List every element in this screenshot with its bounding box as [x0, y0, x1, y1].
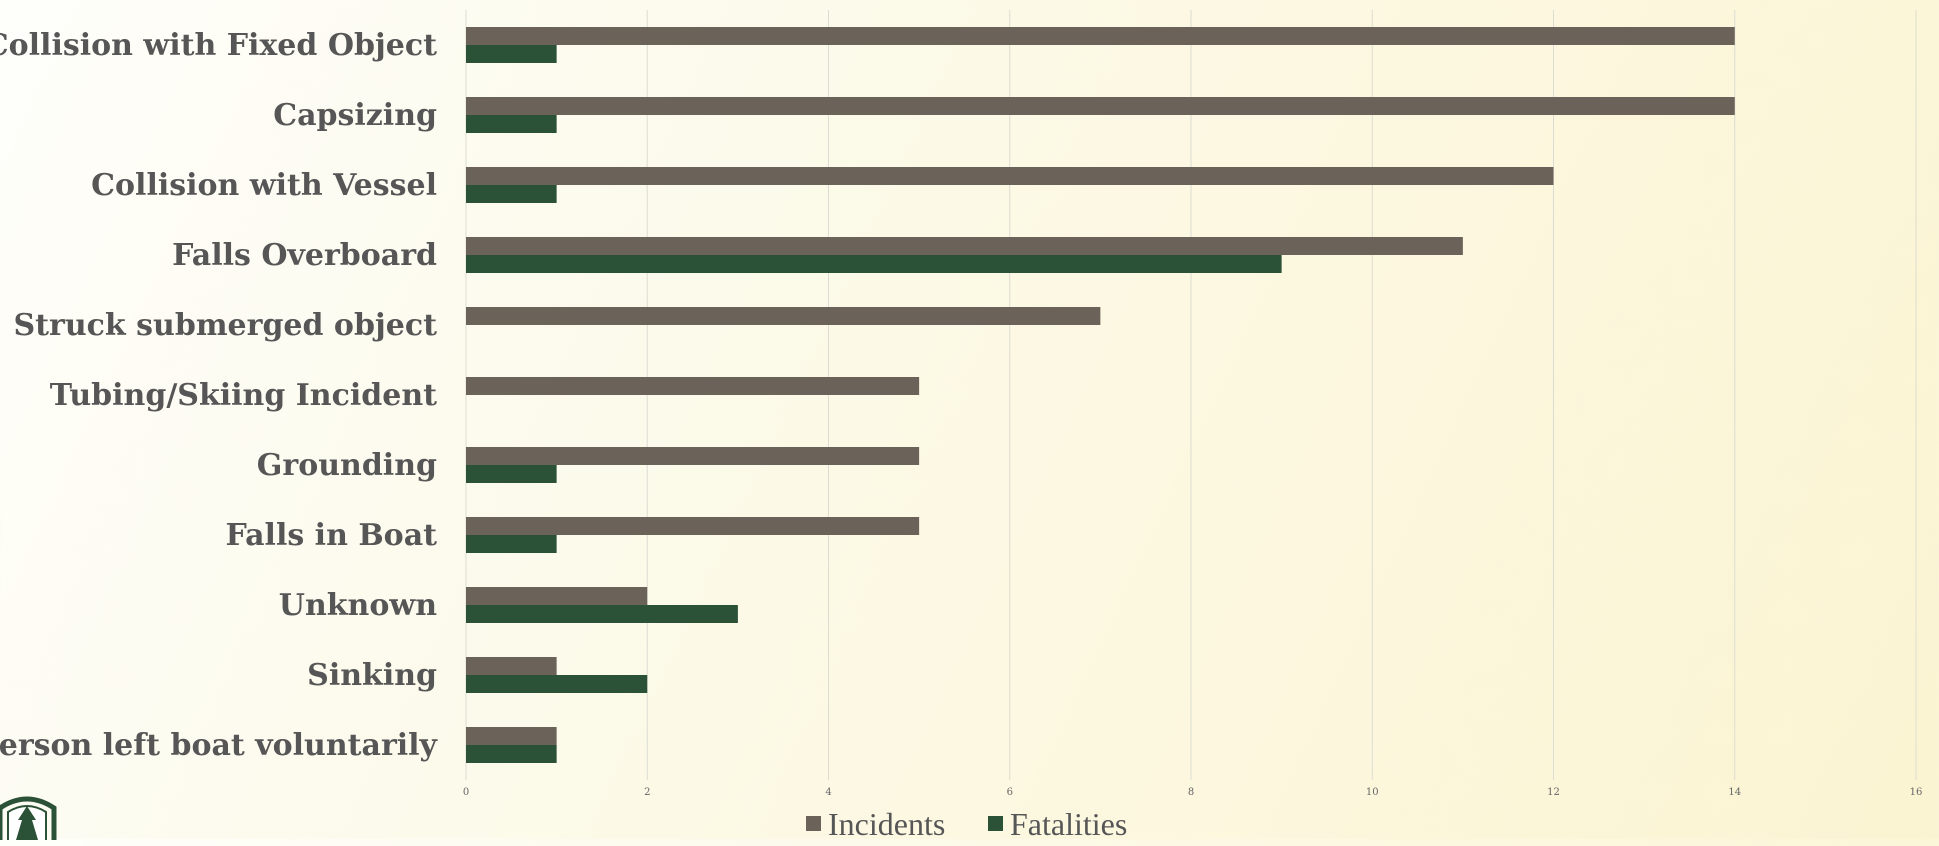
category-labels: Collision with Fixed Object Capsizing Coll… [0, 28, 439, 763]
bar-incidents [466, 447, 920, 465]
x-tick-label: 16 [1910, 787, 1923, 798]
x-tick-label: 6 [1007, 787, 1013, 798]
category-label: Falls Overboard [172, 238, 437, 273]
gridlines [465, 10, 1917, 780]
category-label: Falls in Boat [225, 518, 437, 553]
agency-logo-icon [0, 790, 60, 846]
legend-label: Incidents [828, 806, 945, 839]
legend-swatch [806, 816, 821, 831]
category-label: Person left boat voluntarily [0, 728, 439, 763]
x-tick-labels: 0 2 4 6 8 10 12 14 16 [463, 787, 1923, 798]
bar-incidents [466, 727, 557, 745]
bar-fatalities [466, 535, 557, 553]
bar-fatalities [466, 675, 648, 693]
category-label: Collision with Fixed Object [0, 28, 437, 63]
bar-incidents [466, 27, 1735, 45]
bar-incidents [466, 237, 1463, 255]
x-tick-label: 8 [1188, 787, 1194, 798]
x-tick-label: 4 [825, 787, 831, 798]
x-tick-label: 14 [1728, 787, 1741, 798]
category-label: Struck submerged object [14, 308, 438, 343]
category-label: Unknown [279, 588, 437, 623]
bar-fatalities [466, 465, 557, 483]
legend-label: Fatalities [1010, 806, 1127, 839]
bar-incidents [466, 517, 920, 535]
bar-incidents [466, 657, 557, 675]
bar-incidents [466, 307, 1101, 325]
bar-fatalities [466, 185, 557, 203]
bar-incidents [466, 167, 1554, 185]
category-label: Sinking [307, 658, 437, 693]
category-label: Tubing/Skiing Incident [50, 378, 437, 413]
bar-fatalities [466, 745, 557, 763]
legend: Incidents Fatalities [806, 806, 1127, 839]
bar-incidents [466, 97, 1735, 115]
x-tick-label: 12 [1547, 787, 1560, 798]
bar-fatalities [466, 115, 557, 133]
x-tick-label: 2 [644, 787, 650, 798]
bar-incidents [466, 587, 648, 605]
category-label: Collision with Vessel [91, 168, 437, 203]
bar-incidents [466, 377, 920, 395]
bar-fatalities [466, 605, 738, 623]
bar-fatalities [466, 255, 1282, 273]
bars [466, 27, 1735, 763]
x-tick-label: 10 [1366, 787, 1379, 798]
x-tick-label: 0 [463, 787, 469, 798]
bar-fatalities [466, 45, 557, 63]
category-label: Capsizing [273, 98, 437, 133]
legend-swatch [988, 816, 1003, 831]
category-label: Grounding [257, 448, 437, 483]
